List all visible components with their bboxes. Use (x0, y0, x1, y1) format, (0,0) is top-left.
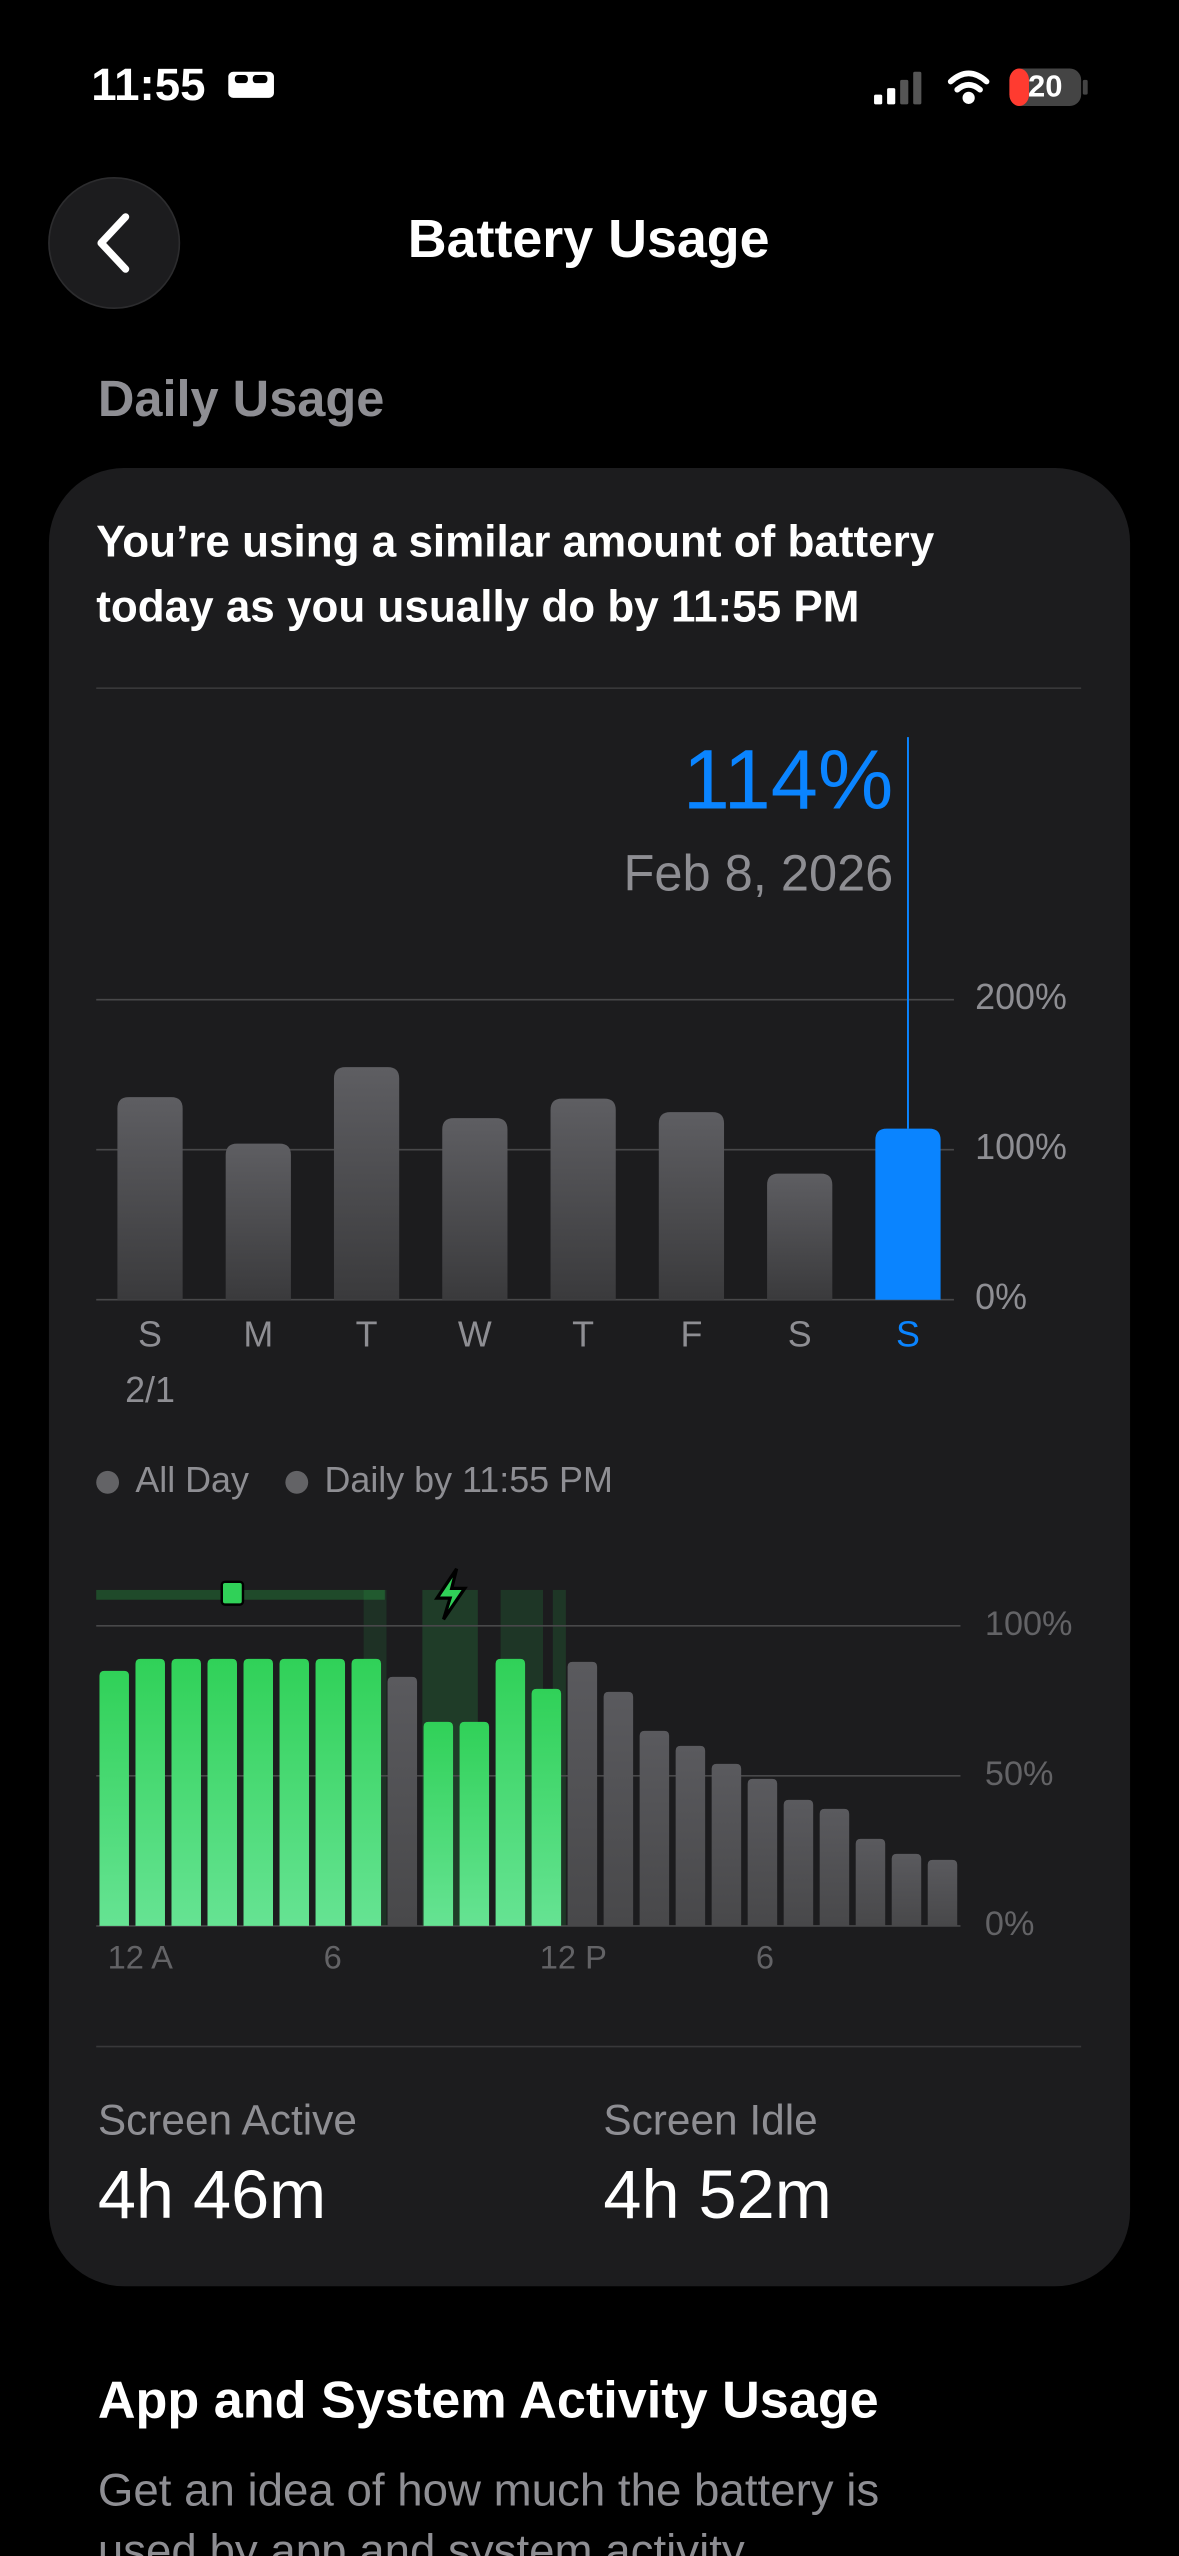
bar (333, 1067, 400, 1300)
summary-line: today as you usually do by 11:55 PM (96, 583, 859, 632)
y-tick-label: 200% (975, 977, 1067, 1017)
bar (99, 1670, 129, 1926)
x-tick-label: S (788, 1315, 812, 1355)
clock: 11:55 (91, 59, 205, 110)
bar (243, 1658, 274, 1926)
bar (135, 1658, 165, 1926)
y-tick-label: 0% (985, 1905, 1034, 1943)
wifi-icon (947, 70, 990, 104)
activity-text: Get an idea of how much the battery is (98, 2464, 879, 2515)
selected-value-label: 114% (683, 731, 894, 826)
legend-dot (96, 1470, 120, 1494)
stat-label: Screen Active (98, 2096, 357, 2143)
bar (855, 1838, 886, 1926)
bar (567, 1661, 598, 1926)
bar (387, 1676, 418, 1926)
bar (658, 1112, 725, 1300)
bar (423, 1721, 454, 1926)
bar (279, 1658, 310, 1926)
y-tick-label: 50% (985, 1755, 1054, 1793)
bar (603, 1691, 634, 1926)
bar (875, 1128, 941, 1300)
bar (927, 1859, 958, 1926)
x-tick-label: S (138, 1315, 162, 1355)
x-tick-label: S (896, 1315, 920, 1355)
bar (442, 1118, 508, 1300)
bar (819, 1808, 850, 1926)
section-title: Daily Usage (98, 370, 385, 427)
x-tick-label: T (356, 1315, 378, 1355)
y-tick-label: 100% (985, 1605, 1073, 1643)
x-tick-label: F (680, 1315, 702, 1355)
bar (767, 1173, 833, 1300)
bar (207, 1658, 237, 1926)
bar (495, 1658, 526, 1926)
stat-value: 4h 52m (603, 2156, 831, 2233)
bar (675, 1745, 706, 1926)
bar (459, 1721, 490, 1926)
hourly-chart: 0% 50% 100% 12 A 6 12 P 6 (96, 1605, 1073, 1976)
y-tick-label: 0% (975, 1277, 1027, 1317)
x-tick-label: 12 A (108, 1939, 174, 1976)
bar (351, 1658, 382, 1926)
x-tick-label: 6 (324, 1939, 342, 1976)
legend-label: All Day (135, 1460, 249, 1500)
activity-text: used by app and system activity. (98, 2525, 754, 2556)
battery-level (1009, 68, 1029, 107)
stat-value: 4h 46m (98, 2156, 326, 2233)
bar (117, 1097, 183, 1300)
back-button[interactable] (48, 176, 181, 310)
bar (783, 1799, 814, 1926)
x-sublabel: 2/1 (125, 1370, 175, 1410)
legend-dot (285, 1470, 309, 1494)
activity-title: App and System Activity Usage (98, 2371, 879, 2429)
bar (171, 1658, 201, 1926)
back-chevron (97, 213, 130, 273)
legend-label: Daily by 11:55 PM (325, 1460, 613, 1500)
x-tick-label: W (458, 1315, 492, 1355)
y-tick-label: 100% (975, 1127, 1067, 1167)
battery-tip (1082, 79, 1088, 95)
page-title: Battery Usage (408, 209, 770, 269)
weekly-chart: 0% 100% 200% S 2/1 M T W T F S S 114% Feb 8, 2026 All … (96, 731, 1067, 1500)
stat-label: Screen Idle (603, 2096, 817, 2143)
bar (891, 1853, 922, 1926)
bar (531, 1688, 562, 1926)
selected-date: Feb 8, 2026 (624, 845, 894, 902)
x-tick-label: 6 (756, 1939, 774, 1976)
x-tick-label: M (243, 1315, 273, 1355)
bar (747, 1778, 778, 1926)
x-tick-label: 12 P (540, 1939, 607, 1976)
bar (225, 1143, 291, 1300)
usage-card (48, 468, 1131, 2287)
sleep-icon (228, 71, 274, 98)
bar (315, 1658, 346, 1926)
x-tick-label: T (572, 1315, 594, 1355)
bar (711, 1763, 742, 1926)
summary-line: You’re using a similar amount of battery (96, 517, 935, 566)
bar (550, 1098, 616, 1300)
signal-icon (874, 71, 922, 105)
bar (639, 1730, 670, 1926)
battery-percent: 20 (1028, 68, 1062, 103)
